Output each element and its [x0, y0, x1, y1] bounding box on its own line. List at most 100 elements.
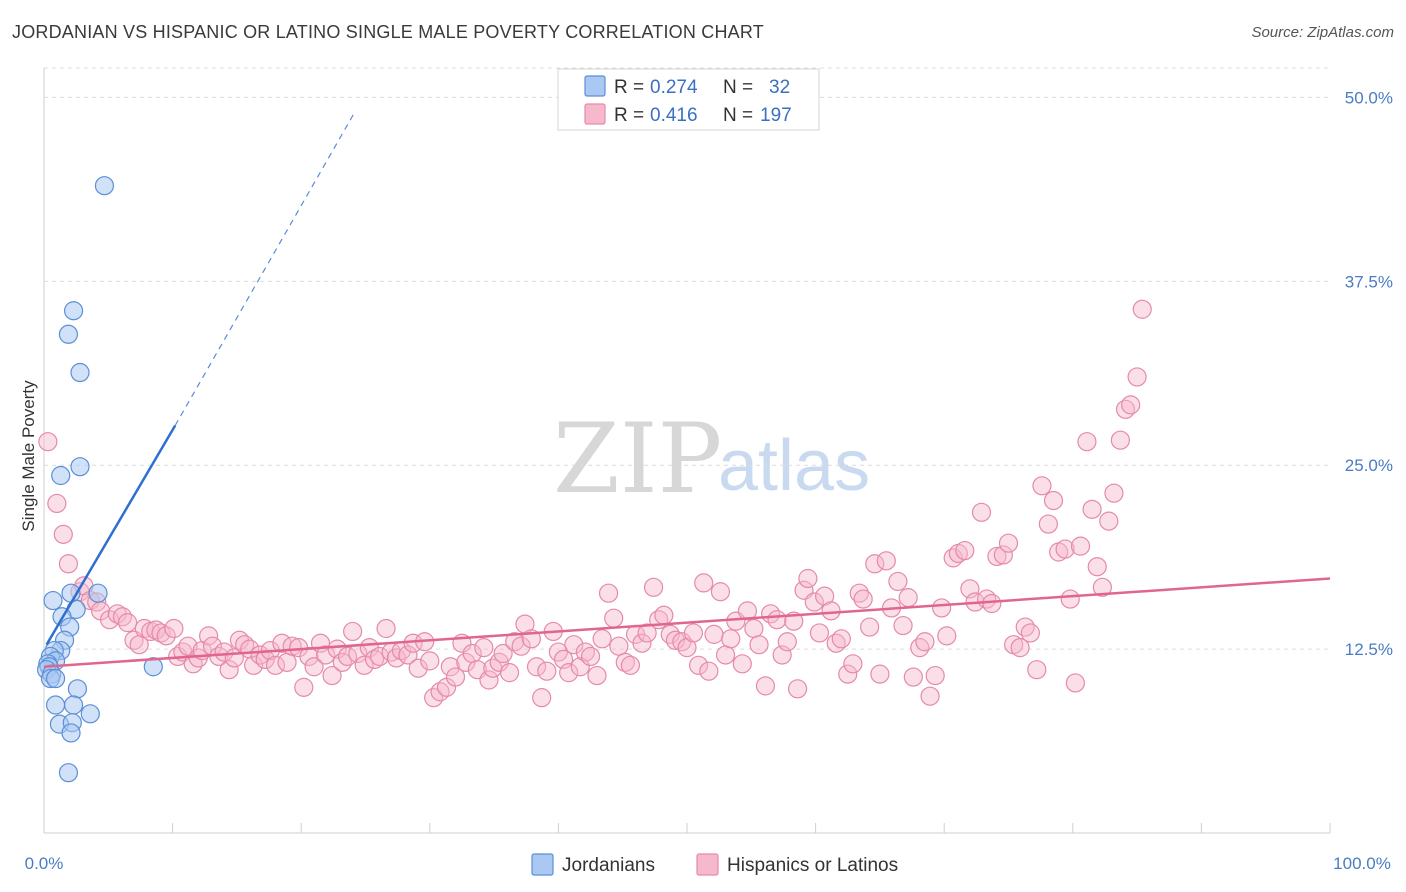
jordanian-point-5 — [51, 465, 71, 486]
hispanic-point-72 — [440, 657, 460, 677]
legend-r-value-1: 0.416 — [650, 105, 698, 126]
hispanic-point-197 — [1132, 299, 1152, 319]
hispanic-point-126 — [737, 601, 758, 621]
bottom-legend-swatch-jordanians — [531, 853, 554, 876]
hispanic-point-177 — [1020, 623, 1040, 643]
hispanic-point-60 — [376, 618, 396, 639]
hispanic-point-178 — [1027, 660, 1047, 680]
hispanic-point-18 — [151, 623, 171, 643]
jordanian-trend-line — [45, 424, 177, 646]
jordanian-point-0 — [94, 176, 115, 196]
hispanic-point-118 — [694, 573, 714, 593]
hispanic-point-148 — [860, 617, 880, 637]
hispanic-point-165 — [955, 540, 975, 561]
hispanic-point-158 — [915, 632, 935, 652]
hispanic-point-100 — [592, 629, 612, 649]
bottom-legend-label-hispanics: Hispanics or Latinos — [727, 855, 898, 876]
jordanian-point-23 — [143, 657, 163, 677]
hispanic-point-133 — [777, 632, 797, 652]
hispanic-point-195 — [1121, 395, 1141, 415]
hispanic-point-45 — [294, 677, 314, 697]
watermark-atlas: atlas — [718, 426, 870, 506]
jordanian-point-7 — [88, 583, 108, 603]
hispanic-point-102 — [604, 608, 624, 628]
hispanic-point-88 — [526, 657, 547, 677]
jordanian-point-25 — [45, 695, 66, 715]
hispanic-point-145 — [843, 654, 863, 674]
jordanian-point-8 — [43, 590, 63, 611]
legend-n-value-0: 32 — [769, 77, 790, 98]
bottom-legend-label-jordanians: Jordanians — [562, 855, 655, 876]
jordanian-point-27 — [80, 704, 100, 724]
hispanic-point-98 — [580, 646, 601, 667]
hispanic-point-47 — [304, 657, 324, 677]
hispanic-point-119 — [699, 661, 719, 681]
hispanic-point-50 — [322, 665, 342, 686]
hispanic-point-125 — [732, 654, 752, 674]
bottom-legend-swatch-hispanics — [696, 853, 719, 876]
jordanian-point-26 — [63, 695, 84, 715]
hispanic-point-190 — [1092, 577, 1112, 597]
legend-swatch-jordanians — [584, 75, 606, 97]
hispanic-point-42 — [277, 652, 297, 672]
hispanic-point-157 — [910, 638, 930, 658]
trend-lines — [43, 113, 1331, 669]
y-tick-label-2: 37.5% — [1345, 272, 1393, 291]
hispanic-point-1 — [47, 493, 67, 514]
hispanic-point-20 — [164, 618, 184, 639]
hispanic-point-24 — [183, 654, 203, 674]
hispanic-point-99 — [587, 665, 607, 686]
hispanic-point-131 — [767, 610, 787, 630]
hispanic-point-40 — [265, 655, 286, 675]
hispanic-point-90 — [537, 661, 557, 681]
jordanian-point-1 — [63, 301, 84, 321]
hispanic-point-175 — [1010, 638, 1030, 658]
legend-r-label-0: R = — [614, 77, 644, 98]
hispanic-point-11 — [112, 607, 133, 627]
hispanic-point-143 — [831, 629, 851, 649]
hispanic-point-162 — [937, 626, 957, 646]
legend-r-label-1: R = — [614, 105, 644, 126]
hispanic-point-141 — [821, 601, 841, 621]
hispanic-point-111 — [654, 605, 674, 625]
hispanic-point-168 — [971, 502, 992, 522]
y-tick-label-1: 25.0% — [1345, 456, 1393, 475]
x-tick-label-max: 100.0% — [1333, 854, 1391, 873]
hispanic-point-183 — [1055, 539, 1075, 559]
hispanic-point-85 — [511, 636, 531, 656]
hispanic-point-64 — [398, 645, 418, 665]
hispanic-point-0 — [38, 432, 58, 452]
jordanian-point-24 — [67, 679, 88, 699]
hispanic-point-172 — [993, 545, 1013, 565]
hispanic-point-191 — [1099, 511, 1119, 531]
hispanic-point-12 — [117, 613, 138, 633]
hispanic-point-101 — [598, 583, 619, 603]
hispanic-point-49 — [316, 645, 336, 665]
jordanian-point-31 — [58, 763, 79, 783]
legend-r-value-0: 0.274 — [650, 77, 698, 98]
hispanic-point-137 — [798, 568, 818, 589]
legend-swatch-hispanics — [584, 103, 606, 125]
hispanic-point-122 — [715, 645, 736, 665]
hispanic-point-52 — [332, 652, 352, 672]
watermark-zip: ZIP — [553, 403, 722, 515]
jordanian-trend-extension — [174, 113, 355, 426]
hispanic-point-135 — [787, 679, 808, 699]
grid-lines — [44, 67, 1330, 650]
hispanic-point-103 — [609, 636, 629, 656]
bottom-legend: Jordanians Hispanics or Latinos — [531, 853, 898, 876]
hispanic-point-95 — [564, 635, 584, 655]
top-legend: R = 0.274 N = 32 R = 0.416 N = 197 — [557, 68, 820, 131]
hispanic-point-187 — [1077, 432, 1097, 452]
jordanian-point-30 — [61, 723, 81, 743]
hispanic-point-58 — [364, 649, 385, 670]
hispanic-point-154 — [893, 615, 913, 636]
hispanic-point-121 — [710, 582, 731, 602]
hispanic-point-104 — [615, 652, 635, 672]
hispanic-point-170 — [982, 593, 1002, 614]
hispanic-point-193 — [1110, 430, 1130, 450]
hispanic-point-78 — [474, 638, 494, 658]
source-note: Source: ZipAtlas.com — [1251, 24, 1394, 41]
jordanian-point-2 — [58, 324, 79, 344]
hispanic-point-155 — [898, 588, 918, 608]
